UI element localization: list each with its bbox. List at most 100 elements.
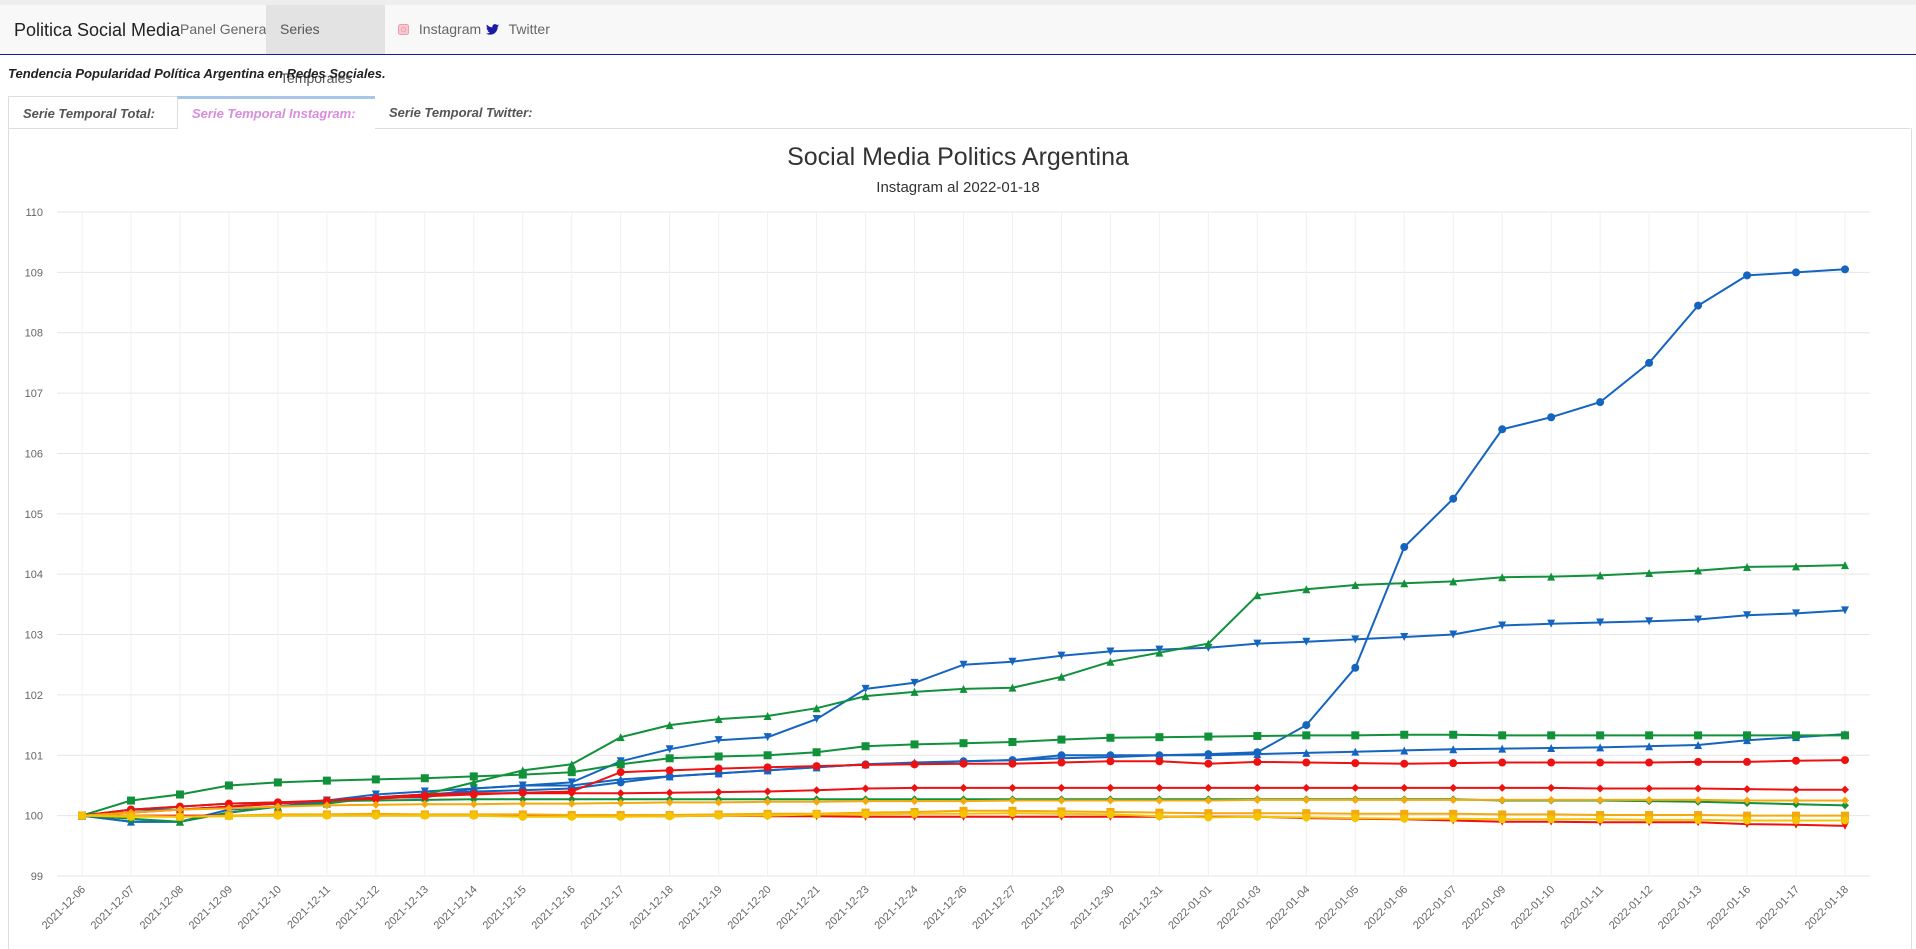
data-point — [714, 769, 723, 778]
data-point — [1351, 814, 1360, 823]
tab-serie-instagram[interactable]: Serie Temporal Instagram: — [177, 96, 376, 129]
x-tick-label: 2021-12-07 — [89, 884, 137, 932]
data-point — [1155, 812, 1164, 821]
x-tick-label: 2021-12-14 — [432, 884, 480, 932]
nav-panel-general-label: Panel General — [180, 21, 270, 37]
tab-serie-total[interactable]: Serie Temporal Total: — [8, 96, 178, 128]
data-point — [665, 766, 674, 775]
data-point — [1547, 619, 1556, 628]
data-point — [1155, 751, 1164, 760]
data-point — [665, 798, 674, 807]
data-point — [1547, 815, 1556, 824]
data-point — [1498, 621, 1507, 630]
data-point — [1253, 731, 1262, 740]
navbar-brand[interactable]: Politica Social Media — [14, 20, 181, 40]
data-point — [1253, 795, 1262, 804]
data-point — [1645, 758, 1654, 767]
data-point — [1400, 783, 1409, 792]
data-point — [616, 768, 625, 777]
data-point — [1596, 758, 1605, 767]
x-tick-label: 2022-01-07 — [1411, 884, 1459, 932]
data-point — [1792, 785, 1801, 794]
data-point — [1498, 815, 1507, 824]
data-point — [763, 763, 772, 772]
data-point — [616, 733, 625, 742]
data-point — [861, 760, 870, 769]
data-point — [861, 810, 870, 819]
nav-instagram[interactable]: Instagram — [384, 5, 495, 54]
data-point — [1841, 811, 1849, 820]
data-point — [1792, 609, 1801, 618]
data-point — [1351, 663, 1360, 672]
data-point — [812, 786, 821, 795]
data-point — [959, 739, 968, 748]
twitter-icon — [486, 6, 499, 55]
data-point — [1302, 748, 1311, 757]
data-point — [1057, 809, 1066, 818]
data-point — [1302, 585, 1311, 594]
data-point — [420, 790, 429, 799]
data-point — [1743, 562, 1752, 571]
data-point — [420, 774, 429, 783]
data-point — [1204, 751, 1213, 760]
data-point — [1351, 747, 1360, 756]
data-point — [224, 812, 233, 821]
data-point — [322, 796, 331, 805]
data-point — [1449, 577, 1458, 586]
data-point — [1302, 758, 1311, 767]
data-point — [1841, 561, 1849, 570]
data-point — [1155, 733, 1164, 742]
data-point — [861, 684, 870, 693]
data-point — [518, 781, 527, 790]
data-point — [1547, 795, 1556, 804]
data-point — [1008, 737, 1017, 746]
nav-series-temporales[interactable]: Series Temporales — [266, 5, 385, 86]
data-point — [1400, 809, 1409, 818]
data-point — [1302, 809, 1311, 818]
data-point — [1253, 812, 1262, 821]
data-point — [910, 740, 919, 749]
data-point — [910, 687, 919, 696]
data-point — [1449, 795, 1458, 804]
data-point — [1841, 816, 1849, 825]
y-tick-label: 109 — [25, 267, 43, 279]
nav-series-temporales-label: Series Temporales — [280, 21, 353, 86]
nav-twitter[interactable]: Twitter — [472, 5, 564, 54]
data-point — [224, 804, 233, 813]
data-point — [1302, 721, 1311, 730]
data-point — [1645, 731, 1654, 740]
data-point — [1302, 731, 1311, 740]
x-tick-label: 2021-12-19 — [676, 884, 724, 932]
data-point — [518, 812, 527, 821]
x-tick-label: 2021-12-10 — [236, 884, 284, 932]
data-point — [1204, 813, 1213, 822]
data-point — [910, 783, 919, 792]
data-point — [1694, 566, 1703, 575]
y-tick-label: 102 — [25, 690, 43, 702]
data-point — [861, 742, 870, 751]
data-point — [1498, 573, 1507, 582]
data-point — [1547, 758, 1556, 767]
data-point — [567, 799, 576, 808]
data-point — [1302, 795, 1311, 804]
nav-panel-general[interactable]: Panel General — [166, 5, 284, 54]
data-point — [469, 778, 478, 787]
data-point — [1743, 785, 1752, 794]
data-point — [469, 811, 478, 820]
data-point — [714, 736, 723, 745]
data-point — [518, 789, 527, 798]
tab-serie-twitter[interactable]: Serie Temporal Twitter: — [375, 96, 560, 128]
y-tick-label: 101 — [25, 750, 43, 762]
data-point — [1155, 757, 1164, 766]
x-tick-label: 2021-12-12 — [334, 884, 382, 932]
data-point — [1792, 811, 1801, 820]
data-point — [1204, 783, 1213, 792]
data-point — [1400, 730, 1409, 739]
data-point — [1547, 810, 1556, 819]
y-tick-label: 103 — [25, 630, 43, 642]
data-point — [1645, 795, 1654, 804]
data-point — [1106, 733, 1115, 742]
data-point — [1253, 639, 1262, 648]
data-point — [1694, 757, 1703, 766]
